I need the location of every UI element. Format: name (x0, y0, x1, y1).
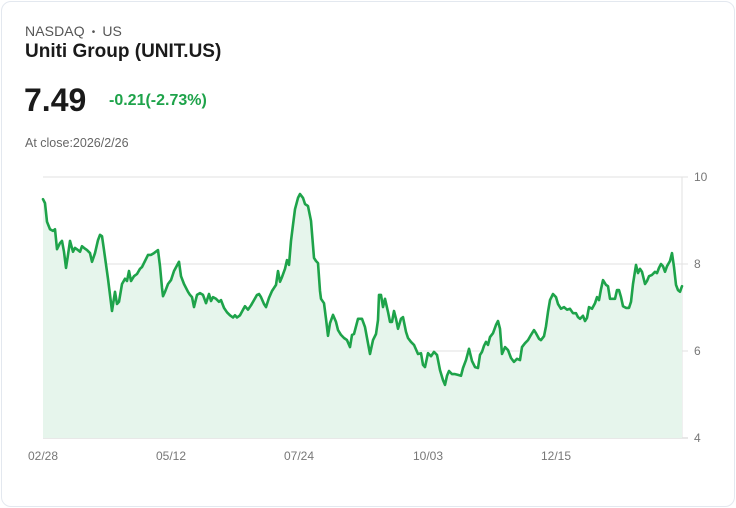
x-axis: 02/28 05/12 07/24 10/03 12/15 (28, 449, 571, 463)
market-name: US (102, 23, 122, 39)
close-date: At close:2026/2/26 (25, 136, 129, 150)
y-tick-label: 6 (694, 344, 701, 358)
exchange-line: NASDAQ • US (25, 23, 122, 39)
y-tick-label: 8 (694, 257, 701, 271)
x-tick-label: 02/28 (28, 449, 58, 463)
y-tick-label: 10 (694, 170, 708, 184)
stock-title: Uniti Group (UNIT.US) (25, 41, 222, 62)
x-tick-label: 10/03 (413, 449, 443, 463)
separator-dot: • (91, 27, 96, 38)
price-change: -0.21(-2.73%) (109, 92, 207, 109)
price-line (41, 192, 684, 387)
y-tick-label: 4 (694, 431, 701, 445)
price-area-fill (43, 194, 682, 438)
x-tick-label: 05/12 (156, 449, 186, 463)
y-axis: 10 8 6 4 (694, 170, 708, 445)
current-price: 7.49 (24, 82, 87, 118)
exchange-name: NASDAQ (25, 23, 85, 39)
x-tick-label: 07/24 (284, 449, 314, 463)
x-tick-label: 12/15 (541, 449, 571, 463)
